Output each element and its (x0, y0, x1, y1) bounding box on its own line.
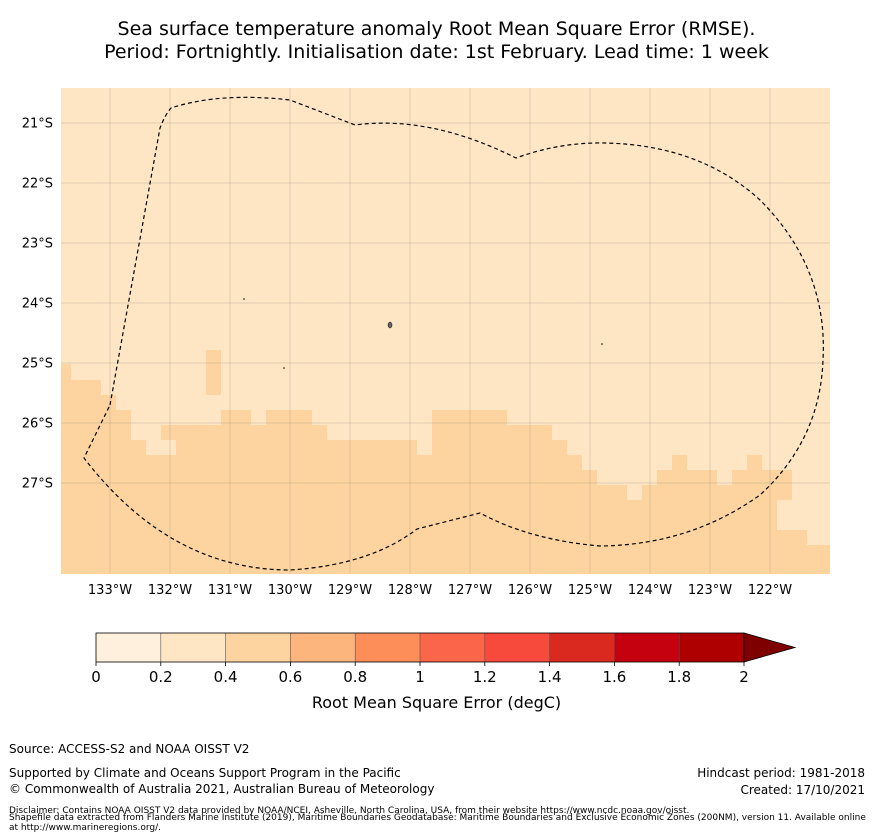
colorbar-segment (484, 633, 550, 662)
island (283, 367, 285, 369)
lat-tick-label: 21°S (22, 117, 53, 132)
copyright-text: © Commonwealth of Australia 2021, Austra… (9, 782, 435, 796)
colorbar-segment (225, 633, 291, 662)
hindcast-period: Hindcast period: 1981-2018 (697, 766, 865, 780)
colorbar-tick-label: 0.6 (278, 668, 302, 686)
colorbar-tick-label: 0.8 (343, 668, 367, 686)
lon-tick-label: 131°W (208, 583, 252, 598)
colorbar-tick-label: 0.4 (214, 668, 238, 686)
colorbar-extend-triangle (743, 632, 797, 663)
chart-title: Sea surface temperature anomaly Root Mea… (117, 18, 756, 40)
colorbar-segment (549, 633, 615, 662)
colorbar-segment (160, 633, 226, 662)
colorbar-label: Root Mean Square Error (degC) (311, 693, 562, 712)
colorbar-segment (679, 633, 745, 662)
lat-tick-label: 22°S (22, 177, 53, 192)
supported-text: Supported by Climate and Oceans Support … (9, 766, 401, 780)
created-date: Created: 17/10/2021 (740, 783, 865, 797)
lon-tick-label: 122°W (748, 583, 792, 598)
eez-boundary (83, 96, 824, 571)
colorbar-segment (290, 633, 356, 662)
lat-tick-label: 25°S (22, 357, 53, 372)
map-gridlines (61, 88, 830, 574)
colorbar-tick-label: 1 (415, 668, 425, 686)
lon-tick-label: 126°W (508, 583, 552, 598)
lon-tick-label: 124°W (628, 583, 672, 598)
colorbar-tick-label: 2 (739, 668, 749, 686)
island (387, 321, 393, 329)
rmse-region-mid (61, 364, 830, 574)
colorbar-tick-label: 1.4 (538, 668, 562, 686)
lon-tick-label: 123°W (688, 583, 732, 598)
colorbar-tick-label: 0 (91, 668, 101, 686)
lat-tick-label: 27°S (22, 477, 53, 492)
colorbar (96, 633, 745, 662)
colorbar-tick-label: 1.2 (473, 668, 497, 686)
colorbar-segment (355, 633, 421, 662)
colorbar-tick-label: 1.8 (667, 668, 691, 686)
lon-tick-label: 125°W (568, 583, 612, 598)
lat-tick-label: 24°S (22, 297, 53, 312)
disclaimer-line2: Shapefile data extracted from Flanders M… (9, 813, 866, 833)
lon-tick-label: 128°W (388, 583, 432, 598)
colorbar-tick-label: 1.6 (602, 668, 626, 686)
lon-tick-label: 130°W (268, 583, 312, 598)
lon-tick-label: 132°W (148, 583, 192, 598)
colorbar-segment (96, 633, 162, 662)
lat-tick-label: 26°S (22, 417, 53, 432)
island (243, 298, 245, 300)
source-text: Source: ACCESS-S2 and NOAA OISST V2 (9, 742, 250, 756)
disclaimer-line1: Disclaimer: Contains NOAA OISST V2 data … (9, 806, 690, 816)
rmse-cell-mid (206, 350, 221, 395)
island (601, 343, 603, 345)
colorbar-segment (420, 633, 486, 662)
chart-subtitle: Period: Fortnightly. Initialisation date… (104, 41, 769, 63)
colorbar-tick-label: 0.2 (149, 668, 173, 686)
lon-tick-label: 127°W (448, 583, 492, 598)
colorbar-segment (614, 633, 680, 662)
lat-tick-label: 23°S (22, 237, 53, 252)
lon-tick-label: 129°W (328, 583, 372, 598)
lon-tick-label: 133°W (88, 583, 132, 598)
rmse-cell-low (792, 485, 830, 515)
